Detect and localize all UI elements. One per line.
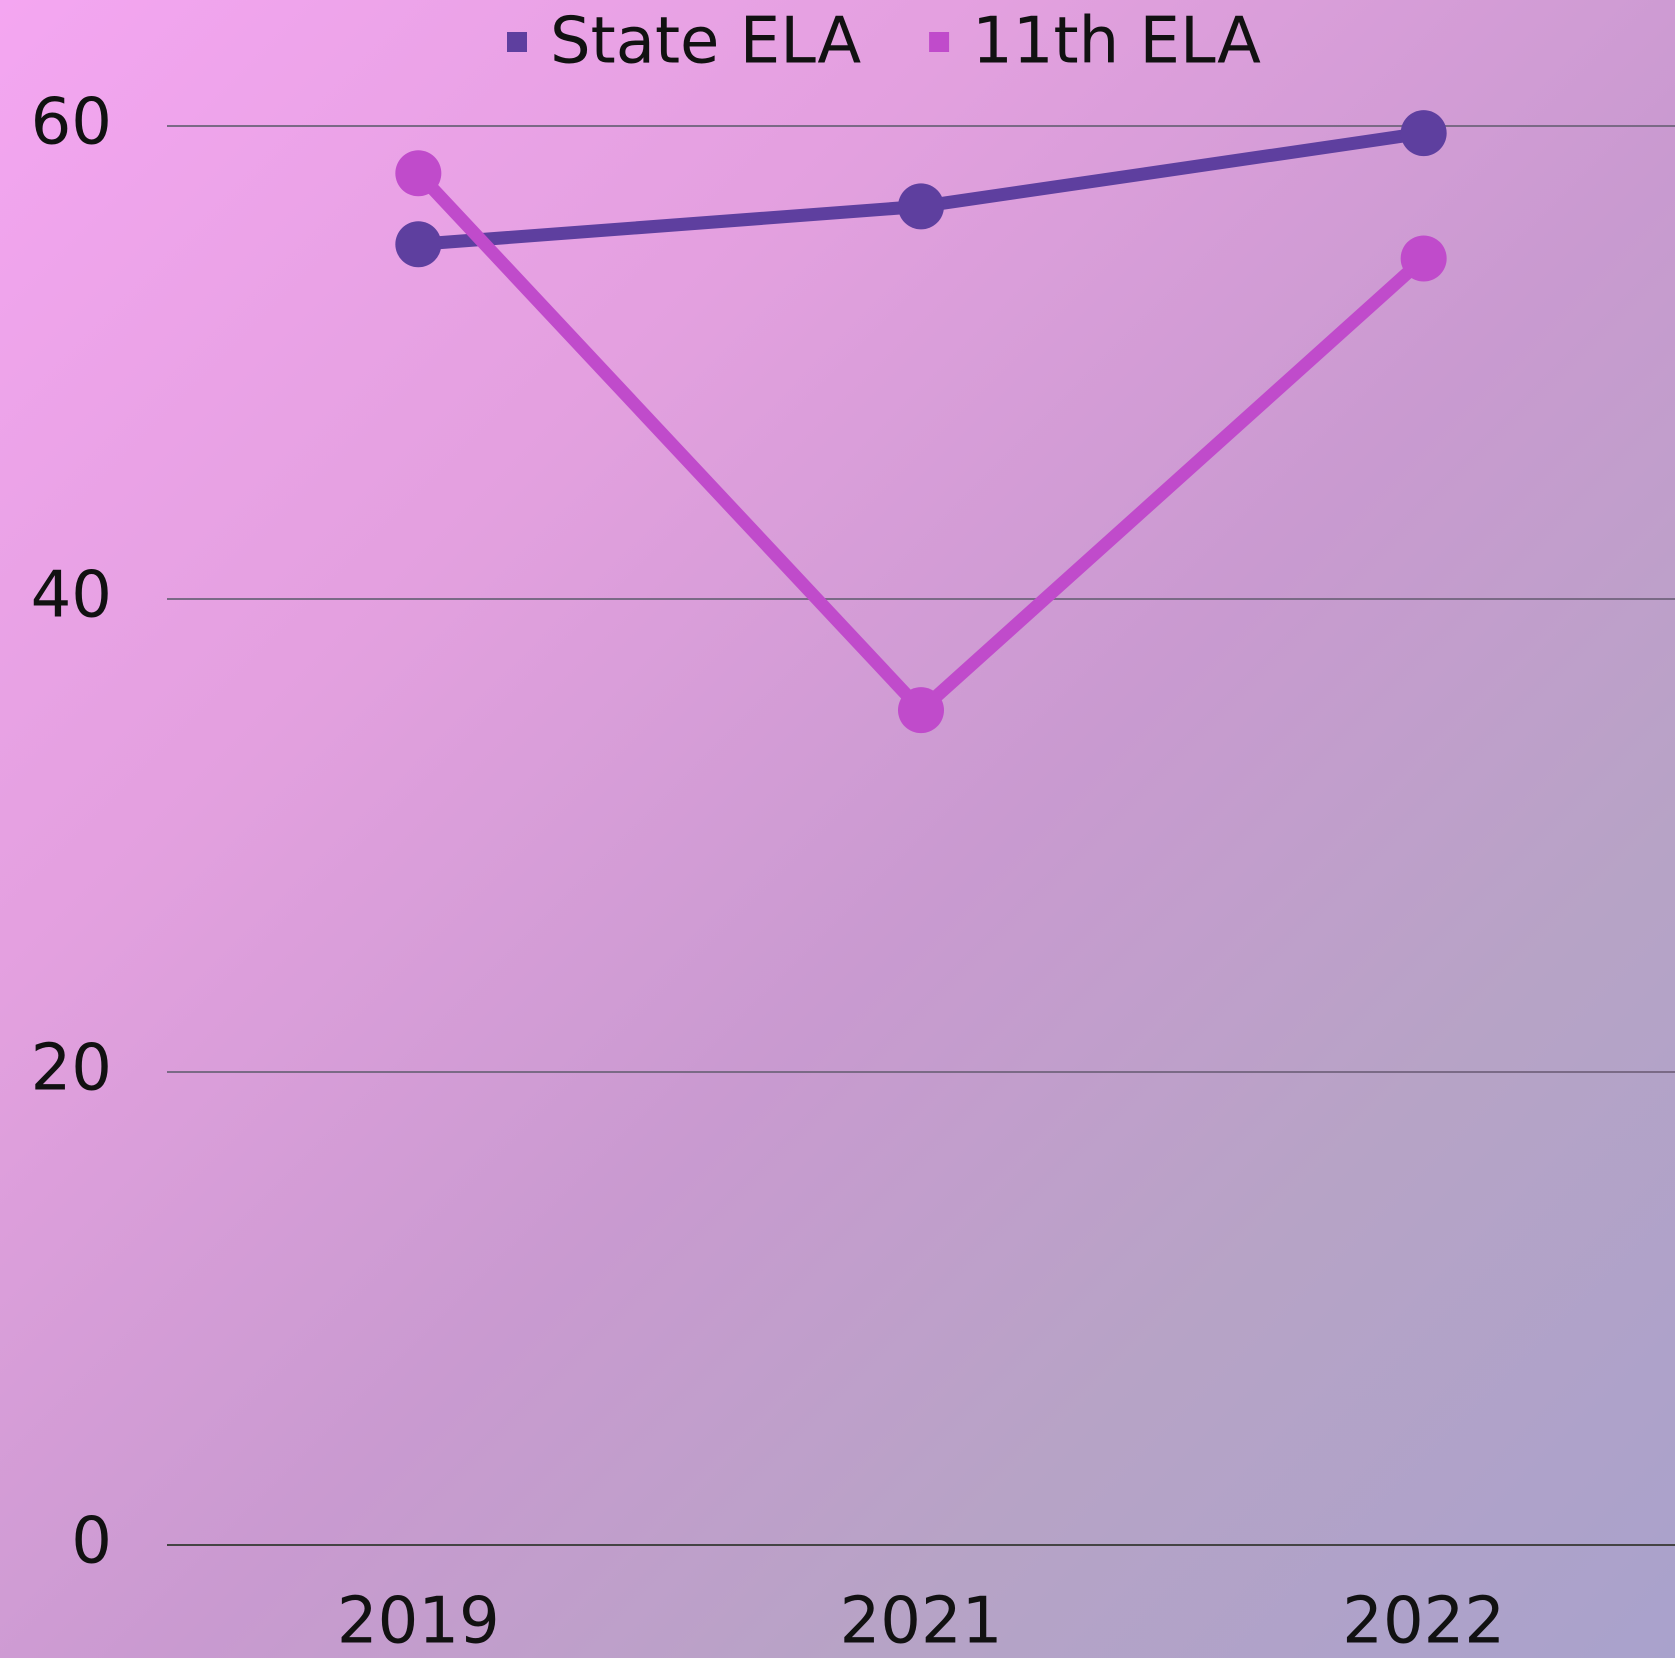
point-marker [898, 687, 944, 734]
point-marker [395, 221, 442, 268]
x-tick-label: 2021 [840, 1585, 1003, 1658]
point-marker [1400, 235, 1447, 282]
y-tick-label: 60 [31, 86, 112, 160]
point-marker [395, 150, 442, 197]
legend-label: State ELA [550, 5, 861, 79]
point-marker [898, 183, 944, 230]
x-tick-label: 2022 [1342, 1585, 1505, 1658]
point-marker [1400, 110, 1447, 157]
y-tick-label: 20 [31, 1032, 112, 1106]
legend-swatch [929, 32, 950, 52]
y-tick-label: 40 [31, 559, 112, 633]
y-tick-label: 0 [71, 1505, 112, 1579]
series-line [413, 168, 1429, 717]
legend: State ELA 11th ELA [507, 5, 1261, 79]
legend-label: 11th ELA [972, 5, 1261, 79]
x-tick-label: 2019 [337, 1585, 500, 1658]
legend-swatch [507, 32, 527, 52]
